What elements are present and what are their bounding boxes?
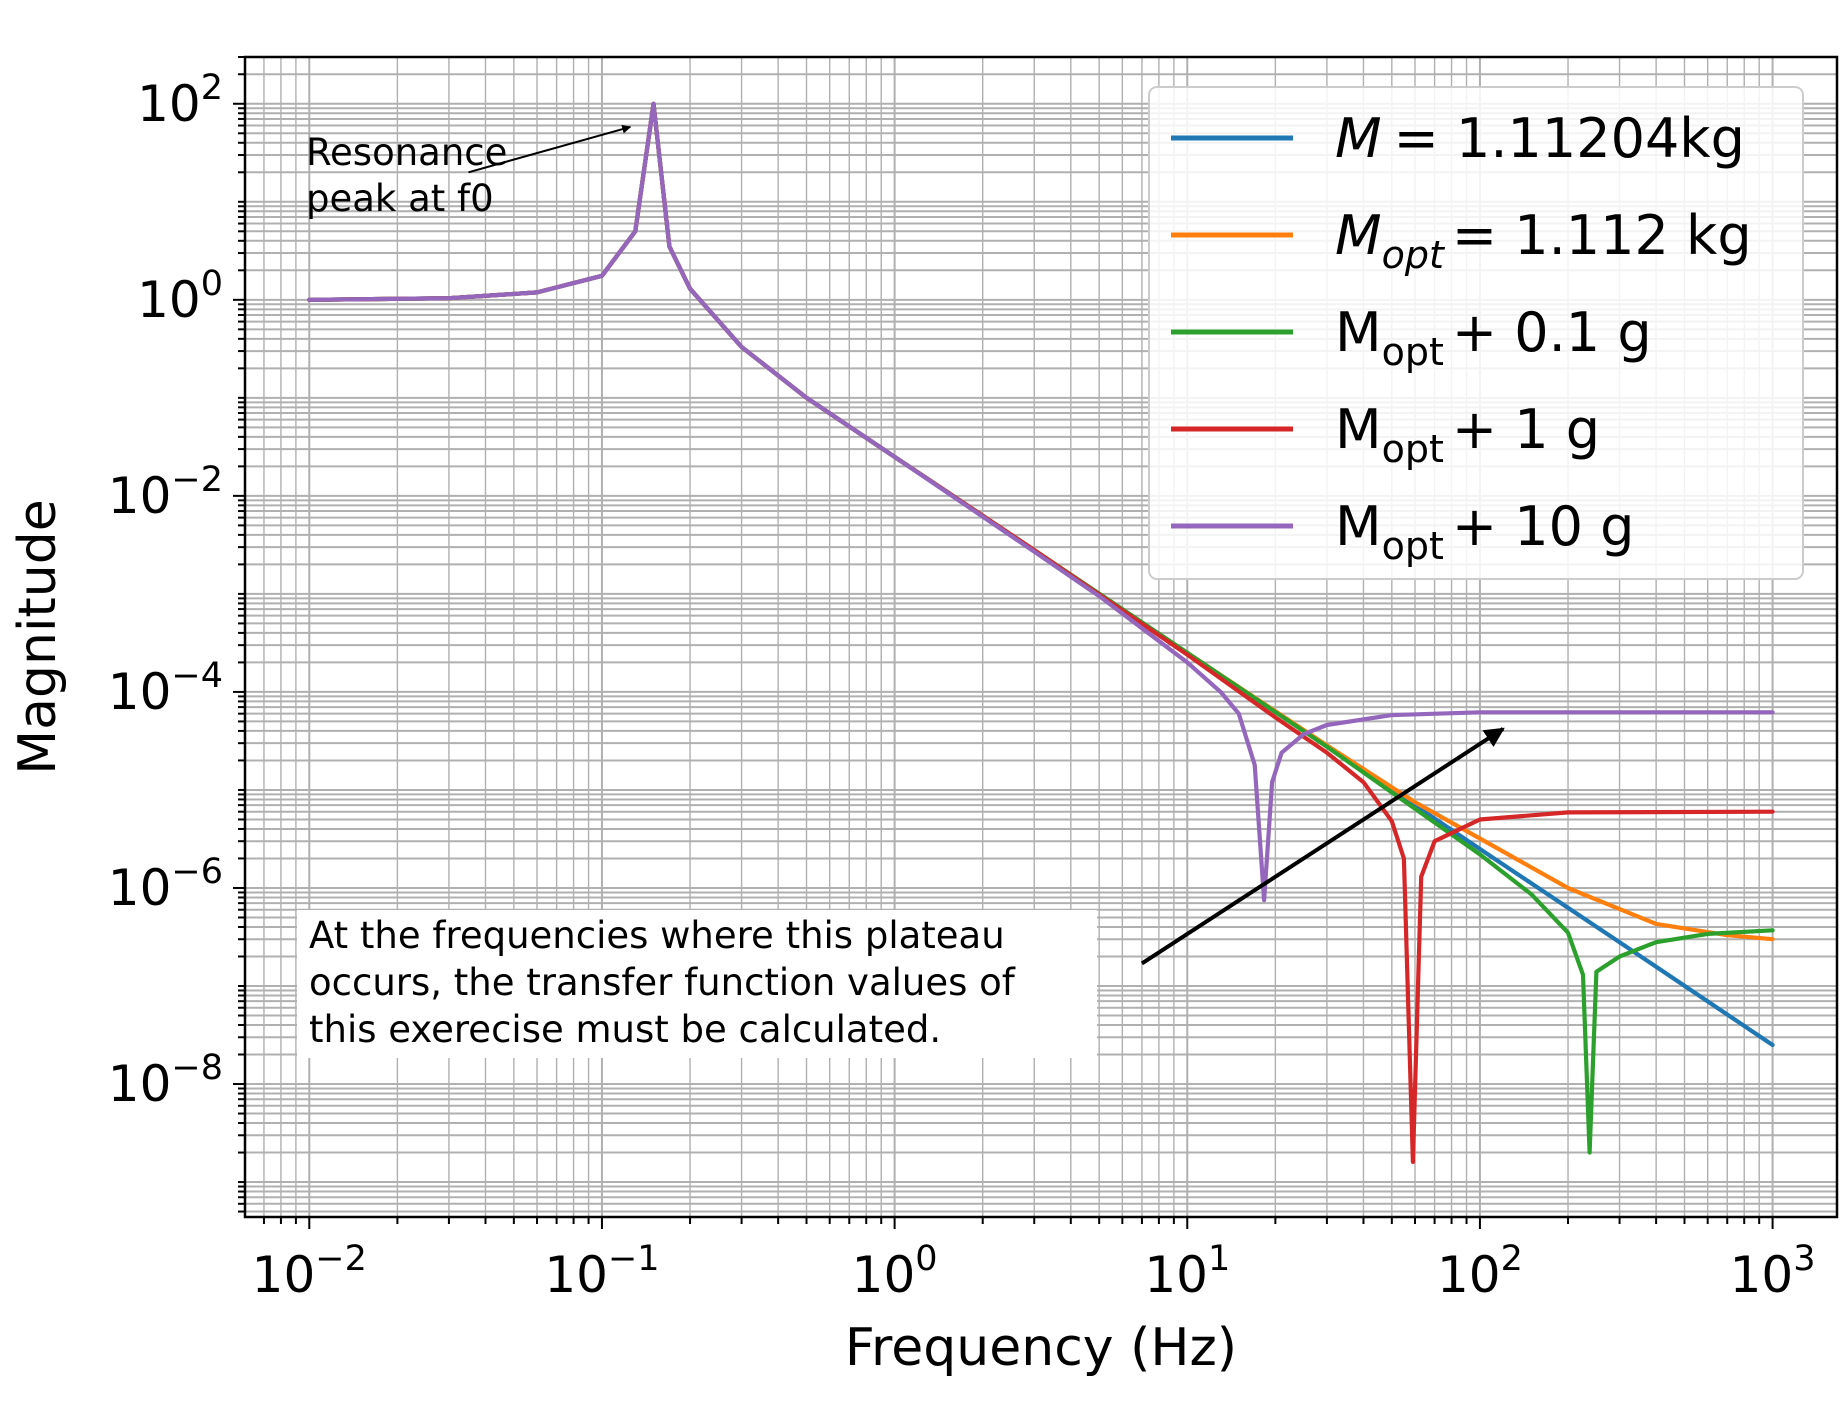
x-tick-label: 10−2 [252, 1239, 367, 1304]
x-axis-label: Frequency (Hz) [845, 1318, 1237, 1378]
plateau-annotation-line: this exerecise must be calculated. [309, 1008, 941, 1051]
legend-box [1148, 86, 1804, 580]
plateau-annotation-line: At the frequencies where this plateau [309, 914, 1005, 957]
y-tick-label: 10−2 [108, 460, 223, 525]
y-tick-label: 10−6 [108, 852, 223, 917]
resonance-annotation-line: peak at f0 [306, 177, 494, 220]
legend-label: Mopt + 1 g [1335, 398, 1600, 471]
x-tick-label: 103 [1730, 1239, 1816, 1304]
y-tick-label: 10−4 [108, 656, 223, 721]
series-line-5 [307, 101, 1775, 903]
resonance-arrow [468, 124, 632, 174]
x-tick-label: 10−1 [544, 1239, 659, 1304]
legend-label: Mopt = 1.112 kg [1335, 204, 1752, 277]
x-tick-label: 100 [852, 1239, 938, 1304]
legend-label: Mopt + 0.1 g [1335, 301, 1652, 374]
y-tick-label: 10−8 [108, 1048, 223, 1113]
axis-ticks: 10−2 10−1 100 101 102 103 102 100 10−2 10−4 10−6 10… [108, 56, 1816, 1304]
plateau-arrow [1140, 727, 1505, 966]
legend: M = 1.11204kg Mopt = 1.112 kg Mopt + 0.1 g Mop… [1148, 86, 1804, 580]
legend-label: Mopt + 10 g [1335, 495, 1634, 568]
plot-frame [243, 55, 1839, 1219]
y-tick-label: 100 [137, 264, 223, 329]
x-tick-label: 102 [1437, 1239, 1523, 1304]
x-tick-label: 101 [1144, 1239, 1230, 1304]
legend-label: M = 1.11204kg [1335, 107, 1745, 170]
y-tick-label: 102 [137, 68, 223, 133]
plateau-annotation-line: occurs, the transfer function values of [309, 961, 1016, 1004]
plateau-annotation-box [297, 910, 1097, 1058]
series-lines [307, 101, 1775, 1165]
y-axis-label: Magnitude [8, 499, 68, 775]
resonance-annotation-line: Resonance [306, 131, 507, 174]
